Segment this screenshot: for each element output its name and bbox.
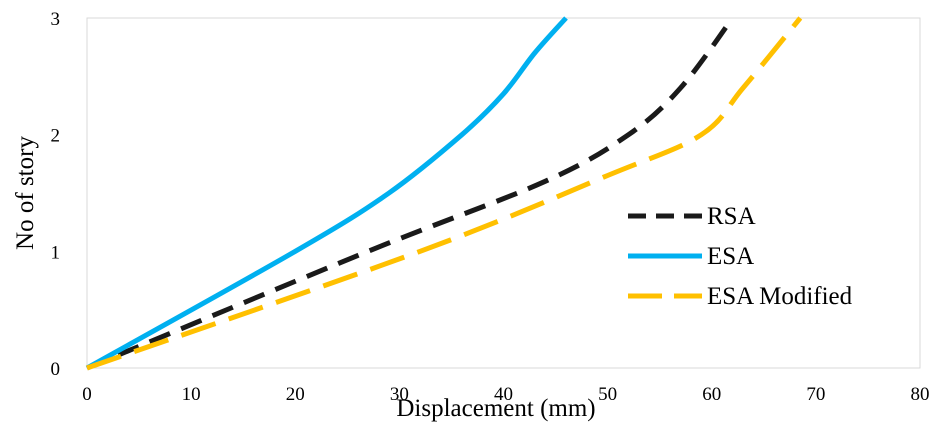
x-tick-label: 70: [806, 384, 825, 405]
y-axis-title: No of story: [12, 136, 39, 250]
legend: RSA ESA ESA Modified: [628, 203, 853, 310]
x-tick-label: 60: [702, 384, 721, 405]
series-line-rsa: [86, 16, 735, 371]
y-tick-label: 1: [51, 242, 61, 263]
x-tick-label: 30: [390, 384, 409, 405]
legend-label-esa: ESA: [707, 243, 754, 270]
series-line-esa: [85, 16, 568, 371]
legend-label-esa-modified: ESA Modified: [707, 283, 853, 310]
x-tick-label: 20: [286, 384, 305, 405]
y-tick-label: 2: [51, 126, 61, 147]
series-layer: [85, 16, 803, 371]
x-axis-ticks: 0 10 20 30 40 50 60 70 80: [82, 384, 929, 405]
plot-area-border: [86, 17, 921, 369]
y-axis-ticks: 0 1 2 3: [51, 9, 61, 380]
x-tick-label: 10: [182, 384, 201, 405]
x-tick-label: 40: [494, 384, 513, 405]
y-tick-label: 0: [51, 359, 61, 380]
x-axis-title: Displacement (mm): [396, 395, 595, 422]
y-tick-label: 3: [51, 9, 61, 30]
x-tick-label: 80: [911, 384, 930, 405]
legend-label-rsa: RSA: [707, 203, 756, 230]
x-tick-label: 0: [82, 384, 92, 405]
x-tick-label: 50: [598, 384, 617, 405]
series-line-esa-modified: [86, 16, 803, 371]
